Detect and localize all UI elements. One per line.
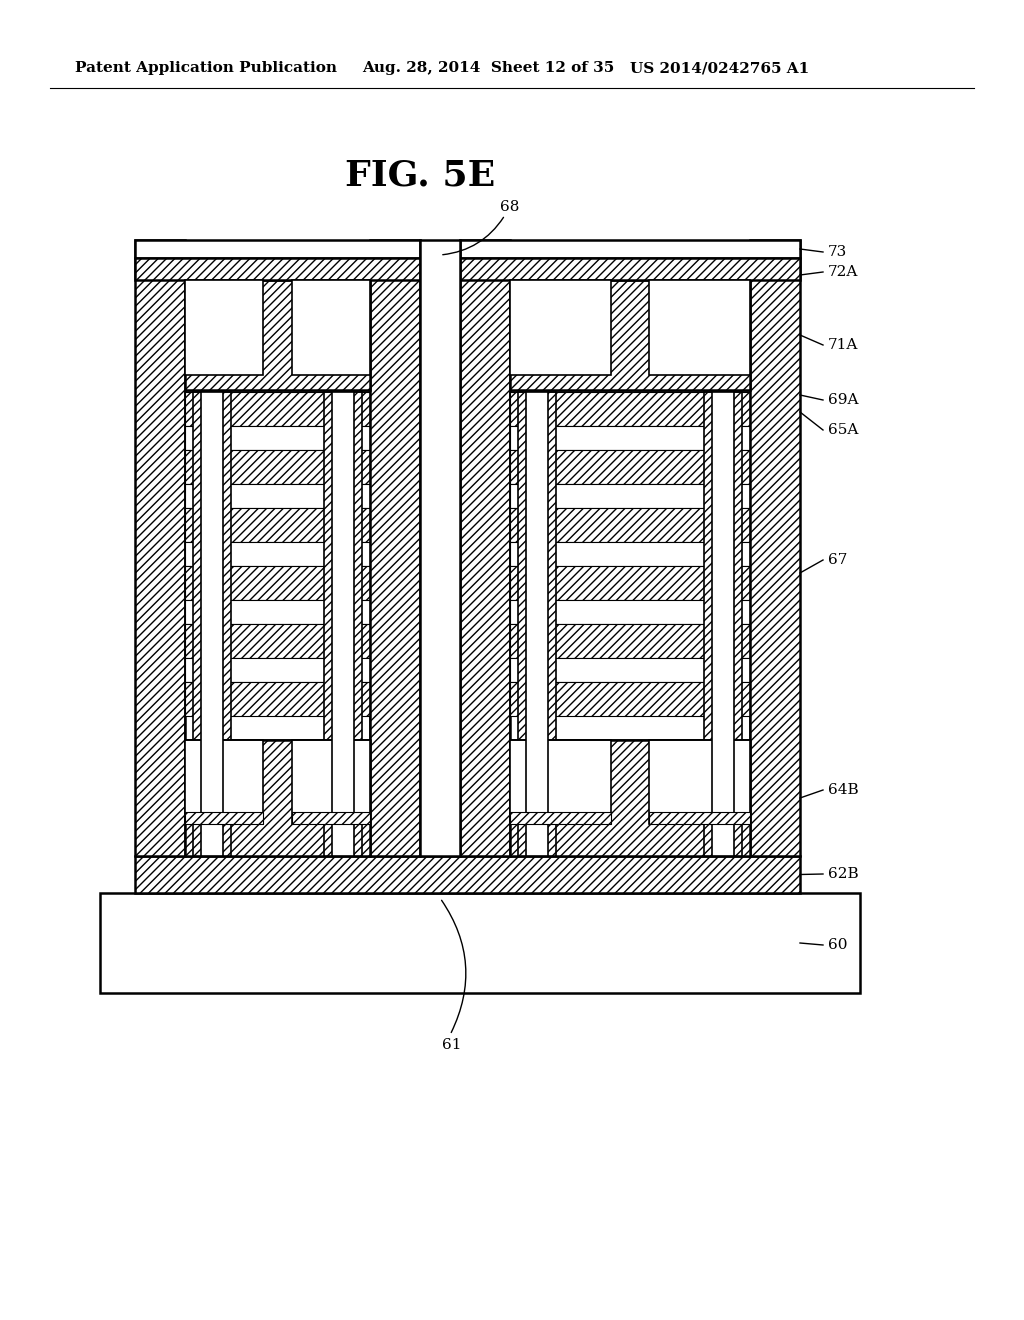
Bar <box>510 425 750 450</box>
Bar <box>510 392 750 741</box>
Text: US 2014/0242765 A1: US 2014/0242765 A1 <box>630 61 809 75</box>
Bar <box>510 566 750 599</box>
Bar <box>510 280 610 375</box>
Bar <box>185 508 370 541</box>
Bar <box>193 392 231 855</box>
Bar <box>135 257 420 280</box>
Bar <box>135 240 420 257</box>
Bar <box>510 508 750 541</box>
Bar <box>510 812 610 824</box>
Bar <box>185 812 263 824</box>
Bar <box>510 741 610 824</box>
Bar <box>292 812 370 824</box>
Bar <box>185 599 370 624</box>
Text: Patent Application Publication: Patent Application Publication <box>75 61 337 75</box>
Bar <box>185 450 370 483</box>
Bar <box>185 280 370 389</box>
Bar <box>510 450 750 483</box>
Bar <box>712 392 734 855</box>
Text: 62B: 62B <box>828 867 859 880</box>
Bar <box>510 541 750 566</box>
Bar <box>649 812 750 824</box>
Text: 68: 68 <box>501 201 520 214</box>
Text: 61: 61 <box>442 1038 462 1052</box>
Bar <box>510 483 750 508</box>
Bar <box>649 280 750 375</box>
Text: 73: 73 <box>828 246 847 259</box>
Bar <box>185 566 370 599</box>
Bar <box>185 682 370 715</box>
Bar <box>510 392 750 425</box>
Bar <box>420 240 460 855</box>
Bar <box>185 741 370 855</box>
Bar <box>510 682 750 715</box>
Text: 69A: 69A <box>828 393 858 407</box>
Text: 64B: 64B <box>828 783 859 797</box>
Bar <box>510 599 750 624</box>
Bar <box>705 392 742 855</box>
Bar <box>510 280 750 389</box>
Bar <box>135 855 800 894</box>
Bar <box>370 240 420 855</box>
Bar <box>518 392 556 855</box>
Bar <box>649 741 750 824</box>
Bar <box>185 624 370 657</box>
Bar <box>526 392 548 855</box>
Bar <box>292 280 370 375</box>
Bar <box>185 741 263 824</box>
Bar <box>185 657 370 682</box>
Bar <box>100 894 860 993</box>
Bar <box>750 240 800 855</box>
Bar <box>185 280 263 375</box>
Bar <box>510 624 750 657</box>
Text: 65A: 65A <box>828 422 858 437</box>
Bar <box>460 240 510 855</box>
Bar <box>185 483 370 508</box>
Bar <box>292 741 370 824</box>
Bar <box>510 657 750 682</box>
Bar <box>460 257 800 280</box>
Text: 67: 67 <box>828 553 848 568</box>
Bar <box>201 392 223 855</box>
Bar <box>332 392 354 855</box>
Text: 60: 60 <box>828 939 848 952</box>
Bar <box>185 425 370 450</box>
Bar <box>185 392 370 425</box>
Bar <box>460 240 800 257</box>
Bar <box>185 392 370 741</box>
Bar <box>135 240 185 855</box>
Text: FIG. 5E: FIG. 5E <box>345 158 496 191</box>
Text: 71A: 71A <box>828 338 858 352</box>
Bar <box>510 741 750 855</box>
Bar <box>185 541 370 566</box>
Bar <box>324 392 362 855</box>
Text: Aug. 28, 2014  Sheet 12 of 35: Aug. 28, 2014 Sheet 12 of 35 <box>362 61 614 75</box>
Text: 72A: 72A <box>828 265 858 279</box>
